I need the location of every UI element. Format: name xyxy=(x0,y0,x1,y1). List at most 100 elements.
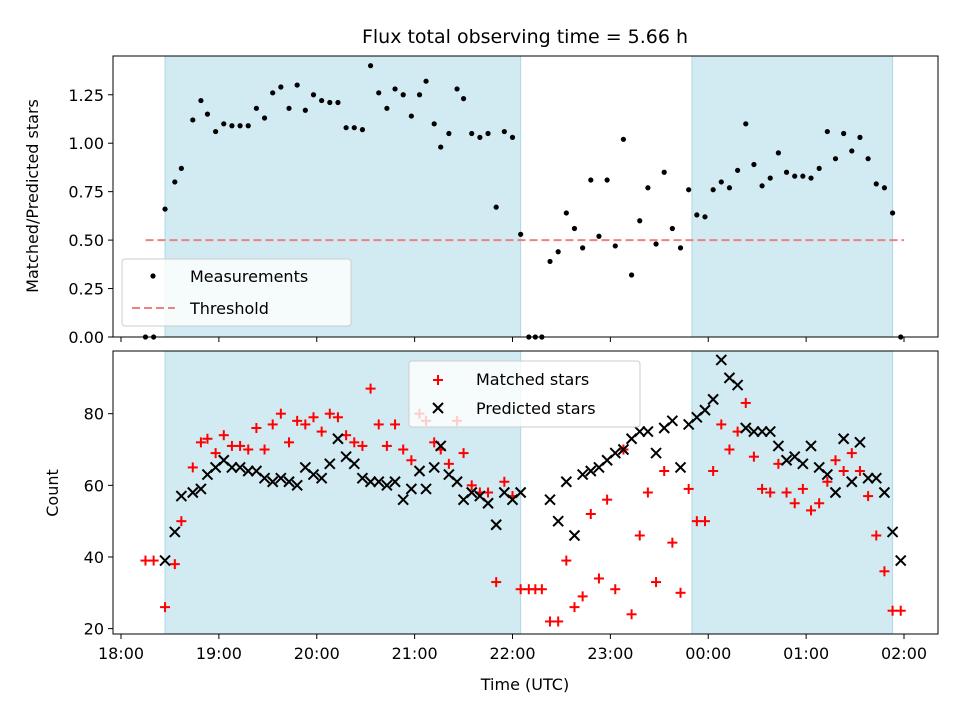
predicted-star-marker xyxy=(544,493,556,506)
predicted-star-marker xyxy=(428,461,440,474)
measurement-point xyxy=(392,86,398,92)
count-points xyxy=(140,354,907,627)
measurement-point xyxy=(816,165,822,171)
predicted-star-marker xyxy=(234,461,246,474)
predicted-star-marker xyxy=(413,465,426,477)
matched-star-marker xyxy=(381,440,392,451)
measurement-point xyxy=(400,92,406,98)
matched-star-marker xyxy=(316,426,327,437)
measurement-point xyxy=(628,272,635,278)
predicted-star-marker xyxy=(266,476,279,488)
matched-star-marker xyxy=(176,516,187,527)
matched-star-marker xyxy=(202,433,213,444)
matched-star-marker xyxy=(634,530,645,541)
measurement-point xyxy=(743,121,749,127)
matched-star-marker xyxy=(642,487,653,498)
matched-star-marker xyxy=(814,498,825,509)
matched-star-marker xyxy=(275,408,286,419)
x-tick-label: 19:00 xyxy=(196,644,242,663)
measurement-point xyxy=(686,187,692,193)
matched-star-marker xyxy=(491,577,502,588)
measurement-point xyxy=(454,86,460,92)
matched-star-marker xyxy=(626,609,637,620)
legend-predicted-marker xyxy=(432,402,444,414)
predicted-star-marker xyxy=(609,447,621,459)
predicted-star-marker xyxy=(405,483,418,495)
legend-measurements-label: Measurements xyxy=(190,267,308,286)
predicted-star-marker xyxy=(397,493,409,506)
predicted-star-marker xyxy=(805,440,817,452)
measurement-point xyxy=(509,134,516,140)
matched-star-marker xyxy=(879,566,890,577)
top-axes-frame xyxy=(112,55,939,338)
measurement-point xyxy=(278,84,284,90)
predicted-star-marker xyxy=(617,443,630,456)
top-y-tick-label: 0.75 xyxy=(68,183,104,202)
predicted-star-marker xyxy=(482,497,494,509)
predicted-star-marker xyxy=(764,425,776,438)
matched-star-marker xyxy=(324,408,335,419)
bottom-y-tick-label: 20 xyxy=(84,620,104,639)
measurement-point xyxy=(310,92,317,98)
predicted-star-marker xyxy=(226,461,238,474)
predicted-star-marker xyxy=(435,440,447,452)
predicted-star-marker xyxy=(715,354,728,366)
measurement-point xyxy=(178,165,184,171)
legend-top: Measurements Threshold xyxy=(121,258,352,327)
measurement-point xyxy=(302,107,308,113)
predicted-star-marker xyxy=(420,483,432,495)
measurement-point xyxy=(198,97,204,104)
measurement-point xyxy=(808,175,814,181)
measurement-point xyxy=(767,175,773,181)
matched-star-marker xyxy=(292,415,303,426)
measurement-point xyxy=(645,185,651,191)
matched-star-marker xyxy=(235,440,246,451)
chart-title: Flux total observing time = 5.66 h xyxy=(362,26,688,48)
predicted-star-marker xyxy=(886,526,899,538)
predicted-star-marker xyxy=(846,476,858,488)
matched-star-marker xyxy=(349,437,360,448)
measurement-point xyxy=(485,130,491,137)
predicted-star-marker xyxy=(674,461,687,474)
top-y-tick-label: 1.00 xyxy=(68,134,104,153)
x-tick-label: 02:00 xyxy=(881,644,927,663)
matched-star-marker xyxy=(659,466,670,477)
matched-star-marker xyxy=(716,419,727,430)
measurement-point xyxy=(547,258,553,265)
legend-bottom-box xyxy=(408,360,641,428)
measurement-point xyxy=(204,111,211,117)
measurement-point xyxy=(857,134,863,140)
predicted-star-marker xyxy=(381,479,393,492)
measurement-point xyxy=(438,144,444,150)
y-axis-label-ratio: Matched/Predicted stars xyxy=(23,99,42,293)
measurement-point xyxy=(759,183,765,189)
legend-predicted-label: Predicted stars xyxy=(476,399,596,418)
measurement-point xyxy=(477,134,483,140)
predicted-star-marker xyxy=(389,476,401,488)
measurement-point xyxy=(588,177,594,183)
matched-star-marker xyxy=(300,419,311,430)
matched-star-marker xyxy=(210,448,221,459)
measurement-point xyxy=(431,121,437,127)
matched-star-marker xyxy=(797,483,808,494)
legend-measurements-marker xyxy=(150,273,156,279)
matched-star-marker xyxy=(838,466,849,477)
predicted-star-marker xyxy=(324,458,336,470)
matched-star-marker xyxy=(390,419,401,430)
x-tick-label: 23:00 xyxy=(587,644,633,663)
top-axes: 0.00 0.25 0.50 0.75 1.00 1.25 xyxy=(68,86,905,347)
x-tick-label: 21:00 xyxy=(392,644,438,663)
matched-star-marker xyxy=(806,505,817,516)
predicted-star-marker xyxy=(315,472,328,484)
matched-star-marker xyxy=(251,423,262,434)
matched-star-marker xyxy=(148,555,159,566)
top-y-tick-label: 1.25 xyxy=(68,86,104,105)
matched-star-marker xyxy=(160,602,171,613)
measurement-point xyxy=(319,97,325,104)
measurement-point xyxy=(213,128,219,135)
matched-star-marker xyxy=(259,444,270,455)
predicted-star-marker xyxy=(585,465,597,477)
matched-star-marker xyxy=(854,466,865,477)
measurement-point xyxy=(294,82,300,88)
